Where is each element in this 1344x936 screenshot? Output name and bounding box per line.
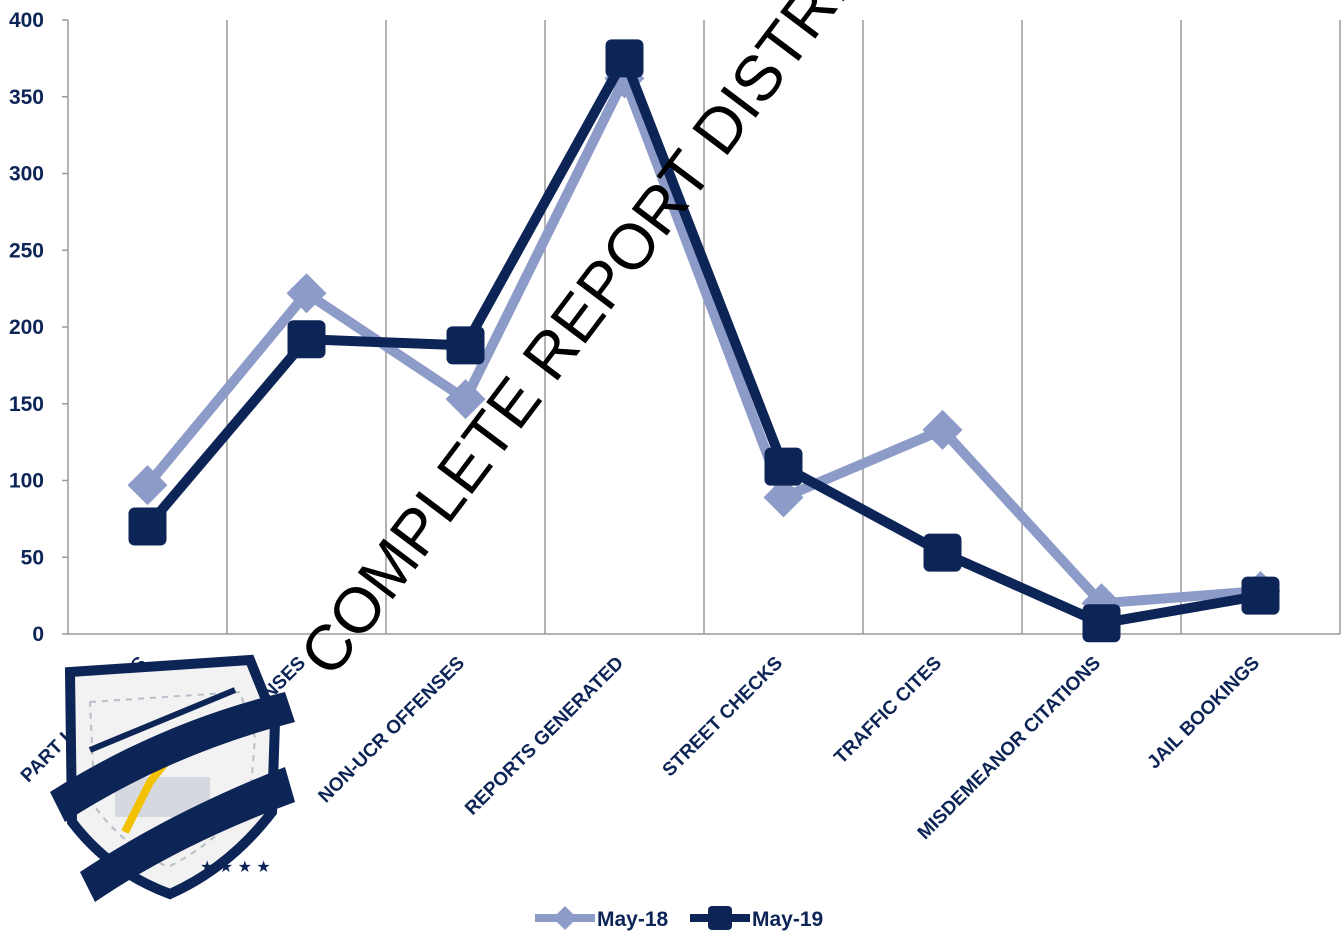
x-tick-label: MISDEMEANOR CITATIONS xyxy=(914,653,1105,844)
compstat-logo: ★ ★ ★ ★ xyxy=(50,654,295,902)
y-tick-label: 350 xyxy=(9,86,44,109)
data-point xyxy=(763,477,804,518)
y-tick-label: 150 xyxy=(9,393,44,416)
legend-item: May-19 xyxy=(690,906,823,931)
y-tick-label: 400 xyxy=(9,9,44,32)
data-point xyxy=(287,320,326,359)
y-tick-label: 300 xyxy=(9,163,44,186)
legend-item: May-18 xyxy=(535,906,669,931)
y-tick-label: 250 xyxy=(9,239,44,262)
legend-label: May-18 xyxy=(597,908,669,931)
data-point xyxy=(1082,604,1121,643)
x-tick-label: STREET CHECKS xyxy=(659,653,787,781)
data-point xyxy=(286,273,327,314)
x-tick-label: TRAFFIC CITES xyxy=(830,653,946,769)
x-tick-label: REPORTS GENERATED xyxy=(461,653,628,820)
series-line xyxy=(143,73,1261,609)
data-point xyxy=(605,39,644,78)
series-layer xyxy=(127,39,1281,643)
svg-text:★ ★ ★ ★: ★ ★ ★ ★ xyxy=(200,859,271,876)
legend-marker xyxy=(553,906,577,930)
data-point xyxy=(923,533,962,572)
legend-label: May-19 xyxy=(752,908,823,931)
series-May-19 xyxy=(128,39,1280,643)
series-line xyxy=(143,53,1262,629)
data-point xyxy=(446,326,485,365)
data-point xyxy=(922,409,963,450)
legend: May-18 May-19 xyxy=(535,906,823,931)
y-tick-label: 100 xyxy=(9,470,44,493)
data-point xyxy=(1241,576,1280,615)
data-point xyxy=(127,465,168,506)
data-point xyxy=(128,507,167,546)
y-tick-label: 200 xyxy=(9,316,44,339)
data-point xyxy=(764,447,803,486)
legend-marker xyxy=(708,906,732,930)
grid-lines xyxy=(226,20,1341,634)
y-axis: 0 50 100 150 200 250 300 350 400 xyxy=(9,9,69,646)
data-point xyxy=(445,379,486,420)
y-tick-label: 50 xyxy=(21,546,44,569)
x-tick-label: JAIL BOOKINGS xyxy=(1143,653,1264,774)
y-tick-label: 0 xyxy=(32,623,44,646)
